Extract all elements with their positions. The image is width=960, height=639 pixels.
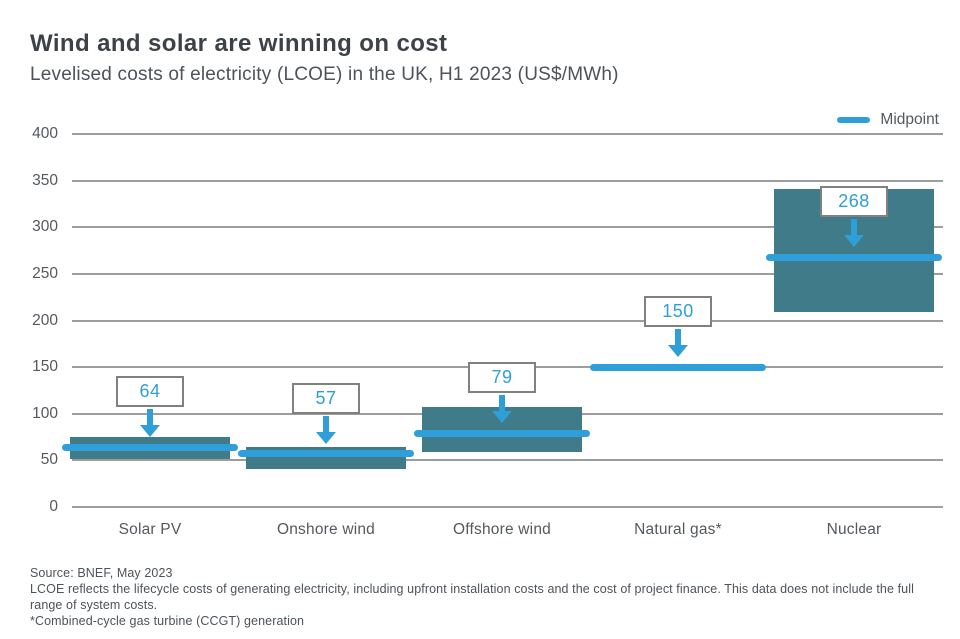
gridline: [72, 272, 943, 275]
y-axis-tick-label: 350: [32, 171, 58, 189]
value-callout: 57: [292, 382, 360, 414]
lcoe-note: LCOE reflects the lifecycle costs of gen…: [30, 582, 914, 612]
down-arrow-icon: [675, 329, 681, 346]
gridline: [72, 226, 943, 229]
legend: Midpoint: [837, 108, 939, 132]
down-arrow-icon: [851, 219, 857, 236]
down-arrow-icon: [668, 345, 688, 358]
midpoint-line: [414, 429, 590, 437]
midpoint-line-swatch-icon: [837, 117, 871, 123]
y-axis-tick-label: 300: [32, 218, 58, 236]
y-axis-tick-label: 50: [40, 451, 58, 469]
y-axis-tick-label: 0: [49, 498, 58, 515]
down-arrow-icon: [323, 415, 329, 432]
y-axis-tick-label: 100: [32, 404, 58, 422]
value-callout: 64: [116, 376, 184, 408]
chart-subtitle: Levelised costs of electricity (LCOE) in…: [30, 64, 619, 85]
x-axis-category-label: Nuclear: [826, 521, 882, 538]
midpoint-line: [590, 363, 766, 371]
gridline: [72, 319, 943, 322]
y-axis-tick-label: 200: [32, 311, 58, 329]
gridline: [72, 133, 943, 135]
midpoint-line: [766, 253, 942, 261]
down-arrow-icon: [492, 411, 512, 424]
ccgt-footnote: *Combined-cycle gas turbine (CCGT) gener…: [30, 614, 305, 628]
gridline: [72, 459, 943, 462]
x-axis-category-label: Offshore wind: [453, 521, 551, 538]
down-arrow-icon: [316, 431, 336, 444]
x-axis-category-label: Natural gas*: [634, 521, 722, 538]
legend-label: Midpoint: [880, 111, 939, 128]
source-note: Source: BNEF, May 2023: [30, 566, 173, 580]
down-arrow-icon: [844, 235, 864, 248]
x-axis-category-label: Solar PV: [118, 521, 182, 538]
value-callout: 150: [644, 296, 712, 328]
gridline: [72, 179, 943, 182]
y-axis-tick-label: 250: [32, 264, 58, 282]
y-axis-tick-label: 400: [32, 125, 58, 142]
midpoint-line: [238, 450, 414, 458]
down-arrow-icon: [147, 409, 153, 426]
down-arrow-icon: [499, 395, 505, 412]
chart-title: Wind and solar are winning on cost: [30, 30, 448, 57]
gridline: [72, 506, 943, 508]
y-axis-tick-label: 150: [32, 358, 58, 376]
footer-notes: Source: BNEF, May 2023 LCOE reflects the…: [30, 565, 935, 629]
down-arrow-icon: [140, 425, 160, 438]
midpoint-line: [62, 443, 238, 451]
x-axis-category-label: Onshore wind: [276, 521, 376, 538]
value-callout: 268: [820, 186, 888, 218]
value-callout: 79: [468, 362, 536, 394]
